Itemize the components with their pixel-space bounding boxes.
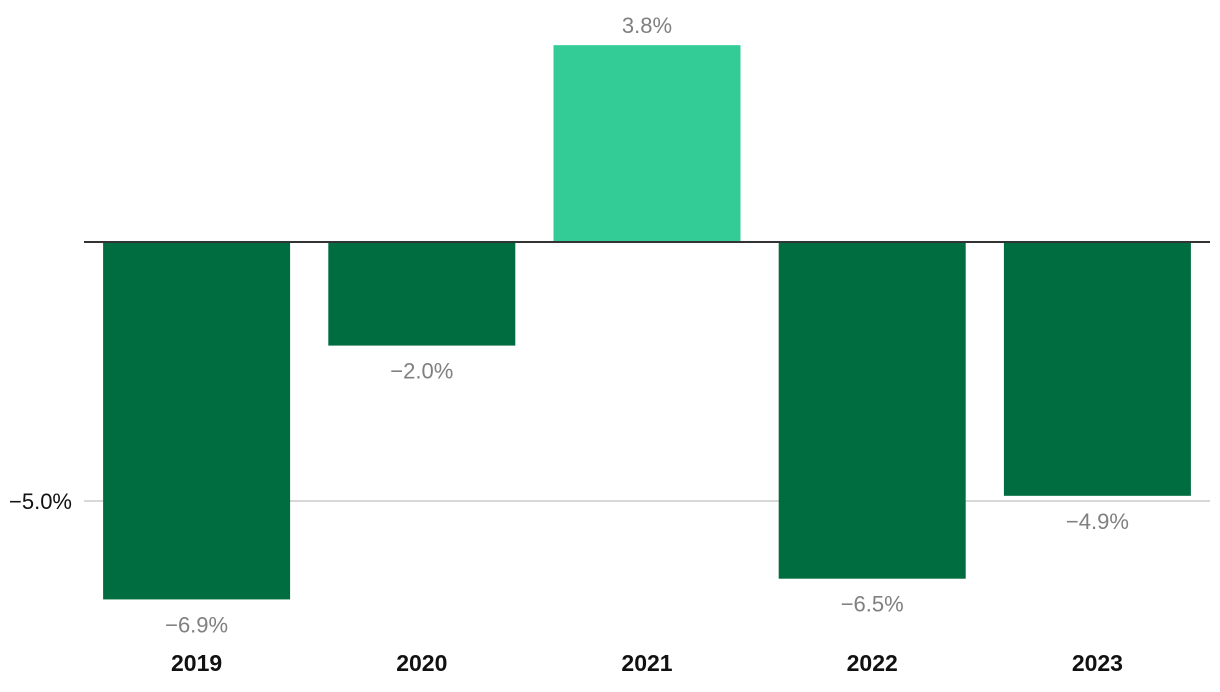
bar-2023 <box>1003 242 1191 496</box>
x-tick-label-2021: 2021 <box>621 650 672 676</box>
x-tick-label-2022: 2022 <box>847 650 898 676</box>
bar-2022 <box>778 242 966 579</box>
data-label-2022: −6.5% <box>841 592 904 617</box>
x-tick-label-2023: 2023 <box>1072 650 1123 676</box>
bars <box>103 45 1191 600</box>
x-tick-label-2019: 2019 <box>171 650 222 676</box>
x-tick-label-2020: 2020 <box>396 650 447 676</box>
data-label-2023: −4.9% <box>1066 509 1129 534</box>
labels: −5.0% −6.9% 2019 −2.0% 2020 3.8% 2021 −6.5% 2022… <box>9 13 1129 676</box>
bar-2021 <box>553 45 741 242</box>
bar-2020 <box>328 242 516 346</box>
y-tick-label: −5.0% <box>9 489 72 514</box>
data-label-2019: −6.9% <box>165 612 228 637</box>
data-label-2021: 3.8% <box>622 13 672 38</box>
bar-2019 <box>103 242 291 600</box>
data-label-2020: −2.0% <box>390 359 453 384</box>
